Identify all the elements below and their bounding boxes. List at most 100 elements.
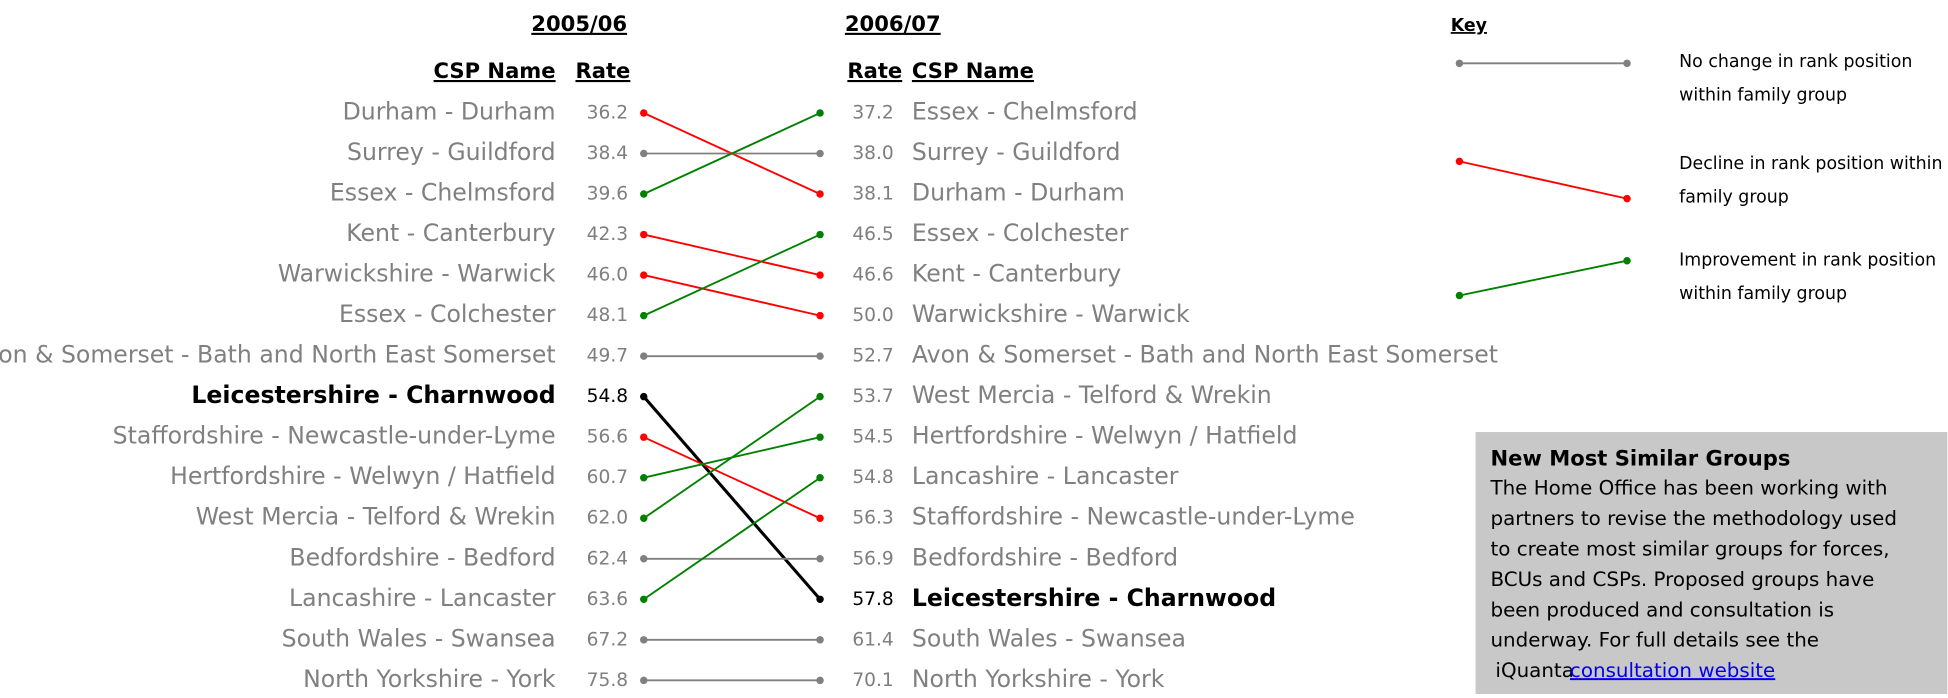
slope-line — [643, 436, 821, 520]
right-dot — [816, 149, 824, 158]
csp-name: Kent - Canterbury — [346, 219, 555, 247]
rate-label: 56.6 — [587, 427, 628, 448]
csp-name: Essex - Colchester — [912, 219, 1129, 247]
right-rate-header: Rate — [847, 58, 902, 83]
consultation-link[interactable]: consultation website — [1570, 659, 1775, 682]
rate-label: 36.2 — [587, 102, 628, 123]
rate-label: 56.3 — [852, 508, 893, 529]
slope-line — [643, 395, 821, 520]
csp-name: Surrey - Guildford — [347, 138, 556, 166]
csp-name: Staffordshire - Newcastle-under-Lyme — [912, 503, 1355, 531]
rate-label: 56.9 — [852, 548, 893, 569]
slope-line — [643, 233, 821, 276]
key-label: family group — [1679, 187, 1789, 207]
notice-prefix: iQuanta — [1495, 659, 1573, 682]
rate-label: 60.7 — [587, 467, 628, 488]
left-dot — [640, 230, 648, 239]
key-dot — [1455, 157, 1464, 166]
left-dot — [640, 190, 648, 198]
rate-label: 38.4 — [587, 143, 628, 164]
key-label: within family group — [1679, 284, 1847, 304]
rate-label: 57.8 — [852, 589, 893, 610]
rate-label: 54.5 — [852, 427, 893, 448]
notice-title: New Most Similar Groups — [1490, 445, 1790, 470]
rate-label: 46.5 — [852, 224, 893, 245]
key-dot — [1455, 291, 1464, 300]
rate-label: 46.0 — [587, 265, 628, 286]
right-name-header: CSP Name — [912, 58, 1034, 83]
notice-line: to create most similar groups for forces… — [1490, 537, 1889, 560]
rate-label: 70.1 — [852, 670, 893, 691]
csp-name: Hertfordshire - Welwyn / Hatfield — [170, 462, 556, 490]
csp-name: Bedfordshire - Bedford — [912, 543, 1178, 571]
right-dot — [816, 595, 824, 604]
notice-line: BCUs and CSPs. Proposed groups have — [1490, 568, 1874, 591]
left-dot — [640, 514, 648, 522]
right-dot — [816, 392, 824, 401]
rate-label: 38.0 — [852, 143, 893, 164]
rate-label: 67.2 — [587, 629, 628, 650]
left-title: 2005/06 — [531, 11, 627, 36]
csp-name: North Yorkshire - York — [912, 665, 1165, 693]
csp-name: Essex - Chelmsford — [330, 179, 556, 207]
slope-line — [642, 395, 822, 601]
key-dot — [1455, 59, 1464, 68]
rate-label: 62.4 — [587, 548, 628, 569]
left-dot — [640, 392, 648, 401]
csp-name: Avon & Somerset - Bath and North East So… — [912, 341, 1498, 369]
right-title: 2006/07 — [845, 11, 941, 36]
key-title: Key — [1451, 16, 1488, 36]
rate-label: 50.0 — [852, 305, 893, 326]
left-dot — [640, 676, 648, 685]
right-dot — [816, 555, 824, 563]
csp-name: Essex - Chelmsford — [912, 97, 1138, 125]
right-dot — [816, 514, 824, 522]
notice-line: been produced and consultation is — [1490, 598, 1834, 621]
slope-line — [643, 274, 821, 317]
key-dot — [1623, 256, 1631, 265]
csp-name: Bedfordshire - Bedford — [289, 543, 555, 571]
right-dot — [816, 311, 824, 320]
left-dot — [640, 473, 648, 482]
csp-name: Kent - Canterbury — [912, 260, 1121, 288]
csp-name: Avon & Somerset - Bath and North East So… — [0, 341, 556, 369]
rate-label: 54.8 — [852, 467, 893, 488]
csp-name: Leicestershire - Charnwood — [912, 584, 1276, 612]
rate-label: 42.3 — [587, 224, 628, 245]
right-dot — [816, 190, 824, 198]
right-dot — [816, 109, 824, 117]
slope-line — [643, 233, 821, 317]
left-rate-header: Rate — [575, 58, 630, 83]
left-name-header: CSP Name — [434, 58, 556, 83]
csp-name: West Mercia - Telford & Wrekin — [912, 381, 1272, 409]
left-dot — [640, 271, 648, 279]
csp-name: West Mercia - Telford & Wrekin — [196, 503, 556, 531]
rate-label: 38.1 — [852, 184, 893, 205]
key-line — [1459, 259, 1628, 297]
csp-name: Leicestershire - Charnwood — [191, 381, 555, 409]
rate-label: 37.2 — [852, 102, 893, 123]
right-dot — [816, 230, 824, 239]
csp-name: Durham - Durham — [343, 97, 556, 125]
csp-name: South Wales - Swansea — [912, 624, 1186, 652]
left-dot — [640, 352, 648, 360]
rate-label: 48.1 — [587, 305, 628, 326]
rate-label: 62.0 — [587, 508, 628, 529]
notice-body: The Home Office has been working with par… — [1489, 477, 1897, 683]
key-line — [1459, 160, 1628, 200]
csp-name: Staffordshire - Newcastle-under-Lyme — [113, 422, 556, 450]
key-label: Decline in rank position within — [1679, 154, 1942, 174]
csp-name: Essex - Colchester — [339, 300, 556, 328]
slope-line — [643, 476, 821, 601]
csp-name: North Yorkshire - York — [303, 665, 556, 693]
notice-box — [1475, 432, 1948, 694]
key-dot — [1623, 194, 1631, 203]
slope-lines — [642, 112, 822, 682]
notice-line: The Home Office has been working with — [1489, 477, 1887, 500]
rate-label: 49.7 — [587, 346, 628, 367]
left-dot — [640, 149, 648, 158]
csp-name: South Wales - Swansea — [282, 624, 556, 652]
rate-label: 63.6 — [587, 589, 628, 610]
left-dot — [640, 311, 648, 320]
